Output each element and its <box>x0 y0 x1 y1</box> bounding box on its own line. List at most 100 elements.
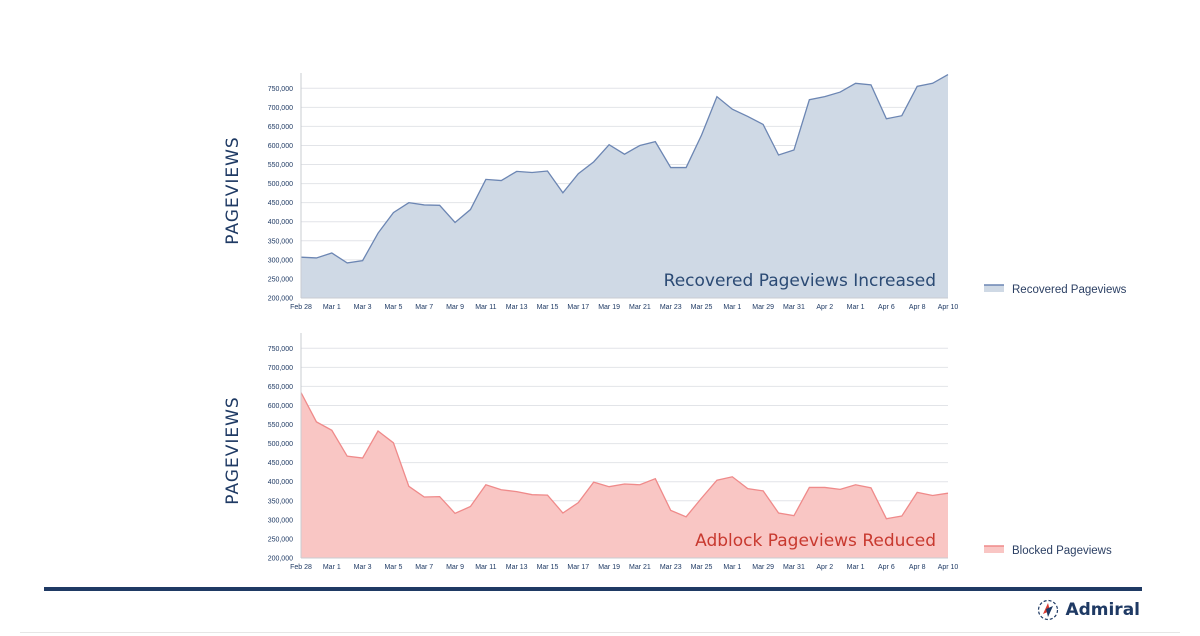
y-tick-label: 400,000 <box>268 479 293 486</box>
data-point <box>809 99 811 101</box>
x-tick-label: Apr 8 <box>909 304 926 311</box>
data-point <box>547 170 549 172</box>
data-point <box>855 484 857 486</box>
brand-logo: Admiral <box>1037 599 1140 621</box>
data-point <box>454 222 456 224</box>
x-tick-label: Apr 2 <box>816 304 833 311</box>
x-tick-label: Mar 9 <box>446 564 464 571</box>
y-tick-label: 550,000 <box>268 162 293 169</box>
chart-annotation: Recovered Pageviews Increased <box>664 271 936 291</box>
y-tick-label: 700,000 <box>268 365 293 372</box>
data-point <box>577 502 579 504</box>
x-tick-label: Mar 19 <box>598 304 620 311</box>
x-tick-label: Mar 25 <box>691 564 713 571</box>
data-point <box>408 486 410 488</box>
data-point <box>316 421 318 423</box>
data-point <box>624 153 626 155</box>
x-tick-label: Mar 31 <box>783 304 805 311</box>
x-tick-label: Mar 23 <box>660 304 682 311</box>
y-tick-label: 300,000 <box>268 517 293 524</box>
data-point <box>655 141 657 143</box>
legend-swatch <box>984 546 1004 553</box>
data-point <box>423 204 425 206</box>
data-point <box>577 173 579 175</box>
data-point <box>393 212 395 214</box>
data-point <box>670 510 672 512</box>
x-tick-label: Mar 29 <box>752 304 774 311</box>
data-point <box>639 145 641 147</box>
x-tick-label: Mar 23 <box>660 564 682 571</box>
y-tick-label: 650,000 <box>268 384 293 391</box>
y-tick-label: 350,000 <box>268 238 293 245</box>
data-point <box>855 83 857 85</box>
data-point <box>331 252 333 254</box>
data-point <box>716 96 718 98</box>
data-point <box>454 513 456 515</box>
legend: Blocked Pageviews <box>984 545 1112 557</box>
data-point <box>485 484 487 486</box>
x-tick-label: Mar 21 <box>629 564 651 571</box>
data-point <box>701 134 703 136</box>
data-point <box>732 108 734 110</box>
y-tick-label: 500,000 <box>268 441 293 448</box>
y-tick-label: 250,000 <box>268 276 293 283</box>
data-point <box>316 257 318 259</box>
x-tick-label: Apr 6 <box>878 564 895 571</box>
y-tick-label: 450,000 <box>268 460 293 467</box>
data-point <box>624 483 626 485</box>
y-tick-label: 450,000 <box>268 200 293 207</box>
x-tick-label: Apr 10 <box>938 564 959 571</box>
data-point <box>870 487 872 489</box>
x-tick-label: Apr 2 <box>816 564 833 571</box>
series-line <box>300 392 949 520</box>
data-point <box>670 167 672 169</box>
x-tick-label: Mar 13 <box>506 304 528 311</box>
data-point <box>593 161 595 163</box>
data-point <box>485 179 487 181</box>
legend-label: Recovered Pageviews <box>1012 284 1127 296</box>
x-tick-label: Mar 11 <box>475 564 496 571</box>
data-point <box>516 491 518 493</box>
x-tick-label: Mar 9 <box>446 304 464 311</box>
data-point <box>439 496 441 498</box>
data-point <box>562 512 564 514</box>
data-point <box>947 492 949 494</box>
data-point <box>362 457 364 459</box>
y-tick-label: 600,000 <box>268 143 293 150</box>
charts-canvas: 200,000 250,000 300,000 350,000 400,000 450,0… <box>223 73 1127 571</box>
data-point <box>916 492 918 494</box>
y-tick-label: 700,000 <box>268 105 293 112</box>
data-point <box>901 115 903 117</box>
data-point <box>531 494 533 496</box>
data-point <box>516 171 518 173</box>
x-tick-label: Mar 1 <box>323 304 341 311</box>
series-line <box>300 73 949 264</box>
y-tick-label: 750,000 <box>268 346 293 353</box>
y-axis-title: PAGEVIEWS <box>223 396 243 504</box>
data-point <box>886 118 888 120</box>
x-tick-label: Mar 31 <box>783 564 805 571</box>
y-tick-label: 300,000 <box>268 257 293 264</box>
x-tick-label: Apr 10 <box>938 304 959 311</box>
x-tick-label: Feb 28 <box>290 304 312 311</box>
data-point <box>870 84 872 86</box>
x-tick-label: Mar 15 <box>537 304 559 311</box>
data-point <box>747 116 749 118</box>
data-point <box>886 518 888 520</box>
x-tick-label: Mar 11 <box>475 304 496 311</box>
chart-1: 200,000 250,000 300,000 350,000 400,000 450,0… <box>223 73 1127 311</box>
data-point <box>839 91 841 93</box>
data-point <box>701 497 703 499</box>
x-tick-label: Mar 13 <box>506 564 528 571</box>
x-tick-label: Mar 3 <box>354 564 372 571</box>
data-point <box>470 209 472 211</box>
data-point <box>346 262 348 264</box>
data-point <box>439 205 441 207</box>
data-point <box>824 96 826 98</box>
data-point <box>685 167 687 169</box>
data-point <box>793 515 795 517</box>
x-tick-label: Mar 7 <box>415 304 433 311</box>
y-tick-label: 500,000 <box>268 181 293 188</box>
data-point <box>423 496 425 498</box>
x-tick-label: Feb 28 <box>290 564 312 571</box>
